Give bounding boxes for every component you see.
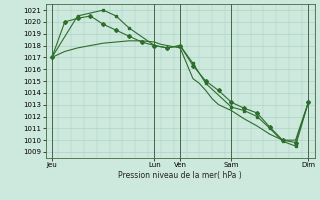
X-axis label: Pression niveau de la mer( hPa ): Pression niveau de la mer( hPa )	[118, 171, 242, 180]
